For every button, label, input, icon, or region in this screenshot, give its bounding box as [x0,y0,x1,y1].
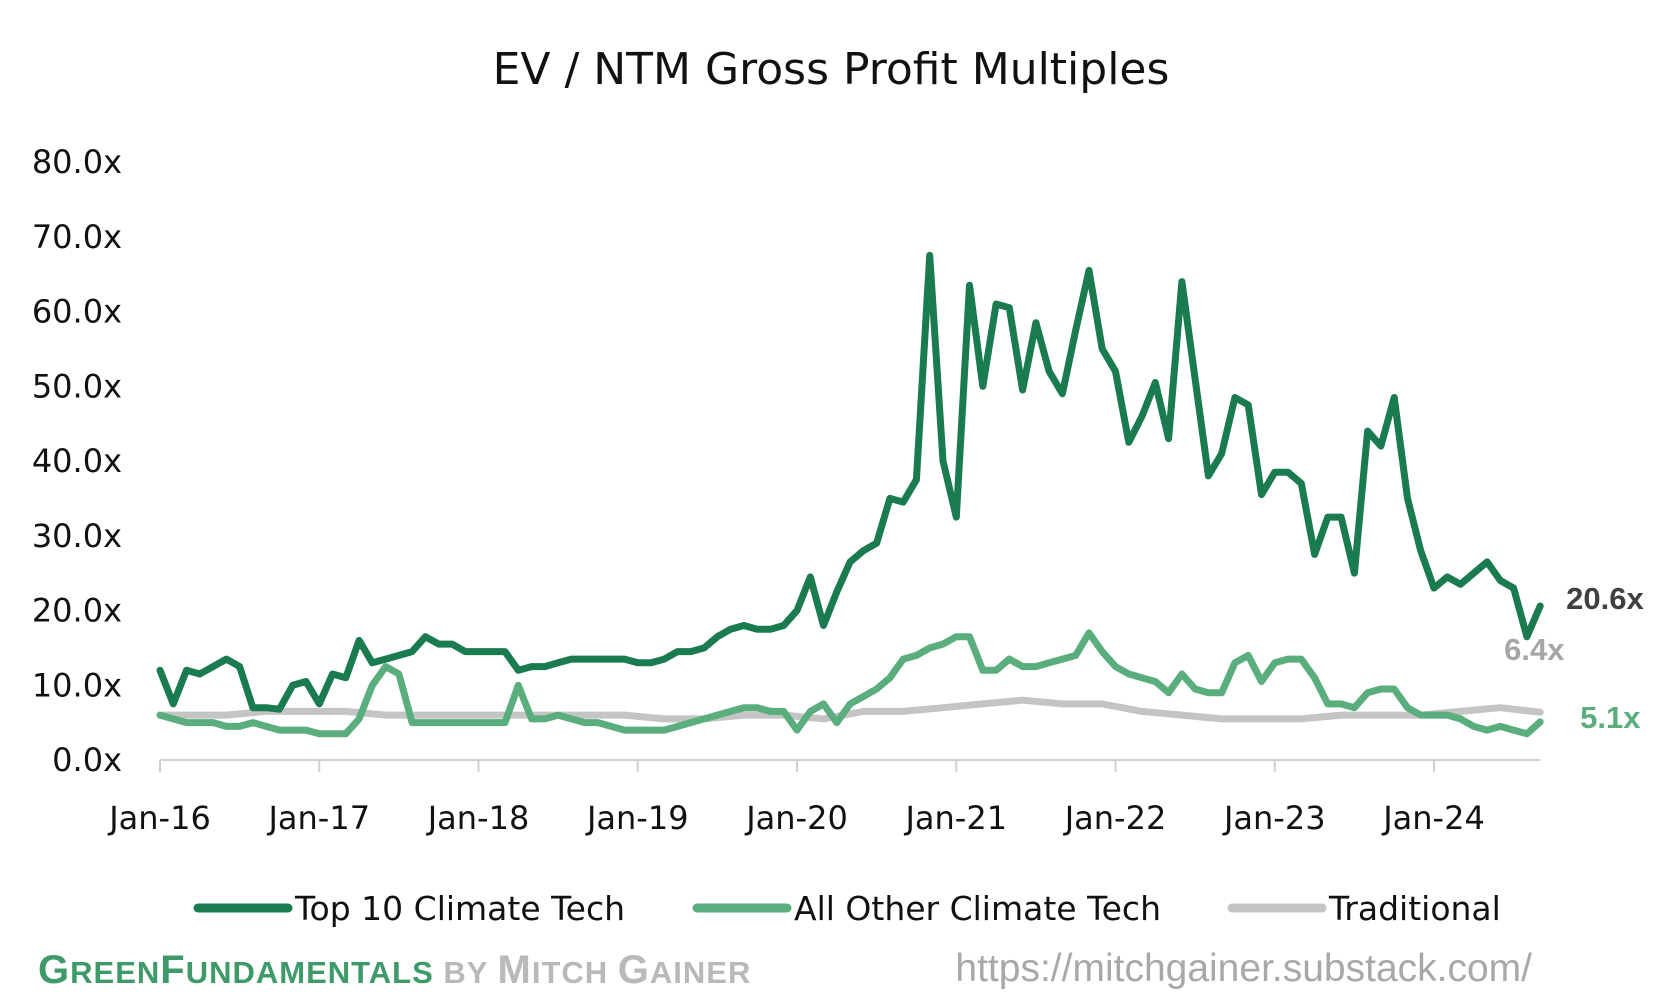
brand-word-by: BY [433,955,498,990]
x-tick-label: Jan-17 [266,799,370,837]
x-tick-label: Jan-20 [744,799,848,837]
y-tick-label: 40.0x [32,442,122,480]
y-tick-label: 30.0x [32,517,122,555]
source-url[interactable]: https://mitchgainer.substack.com/ [955,947,1532,990]
end-labels: 20.6x6.4x 5.1x [1504,581,1644,735]
legend-label-0: Top 10 Climate Tech [294,889,625,928]
brand-letter-g2: G [617,948,650,992]
x-tick-label: Jan-22 [1063,799,1167,837]
brand-word-itch: ITCH [531,955,618,990]
brand-letter-g: G [38,948,71,992]
series-layer [156,251,1544,738]
y-tick-label: 70.0x [32,218,122,256]
brand-word-reen: REEN [70,955,161,990]
y-tick-label: 60.0x [32,293,122,331]
y-axis: 0.0x 10.0x 20.0x 30.0x 40.0x 50.0x 60.0x 70.0x 8… [32,143,122,779]
brand-word-ainer: AINER [649,955,752,990]
x-tick-label: Jan-16 [107,799,211,837]
legend-label-1: All Other Climate Tech [794,889,1161,928]
y-tick-label: 20.0x [32,592,122,630]
brand-letter-m: M [497,948,532,992]
chart-title: EV / NTM Gross Profit Multiples [493,44,1170,95]
series-line-0 [156,251,1544,713]
legend: Top 10 Climate Tech All Other Climate Tec… [193,889,1501,928]
x-tick-label: Jan-23 [1222,799,1326,837]
end-label-0: 20.6x [1566,581,1644,616]
legend-label-2: Traditional [1328,889,1501,928]
y-tick-label: 10.0x [32,666,122,704]
y-tick-label: 80.0x [32,143,122,181]
x-tick-label: Jan-24 [1381,799,1485,837]
series-line-1 [156,629,1544,738]
x-tick-label: Jan-18 [426,799,530,837]
x-tick-label: Jan-21 [903,799,1007,837]
brand-footer: GREENFUNDAMENTALS BY MITCH GAINER [38,948,751,993]
y-tick-label: 0.0x [52,741,122,779]
x-axis: Jan-16 Jan-17 Jan-18 Jan-19 Jan-20 Jan-21 Jan-… [107,759,1541,837]
x-tick-label: Jan-19 [585,799,689,837]
brand-letter-f: F [160,948,186,992]
y-tick-label: 50.0x [32,367,122,405]
brand-word-undamentals: UNDAMENTALS [185,955,434,990]
end-label-1: 5.1x [1580,700,1641,735]
end-label-2: 6.4x [1504,632,1565,667]
